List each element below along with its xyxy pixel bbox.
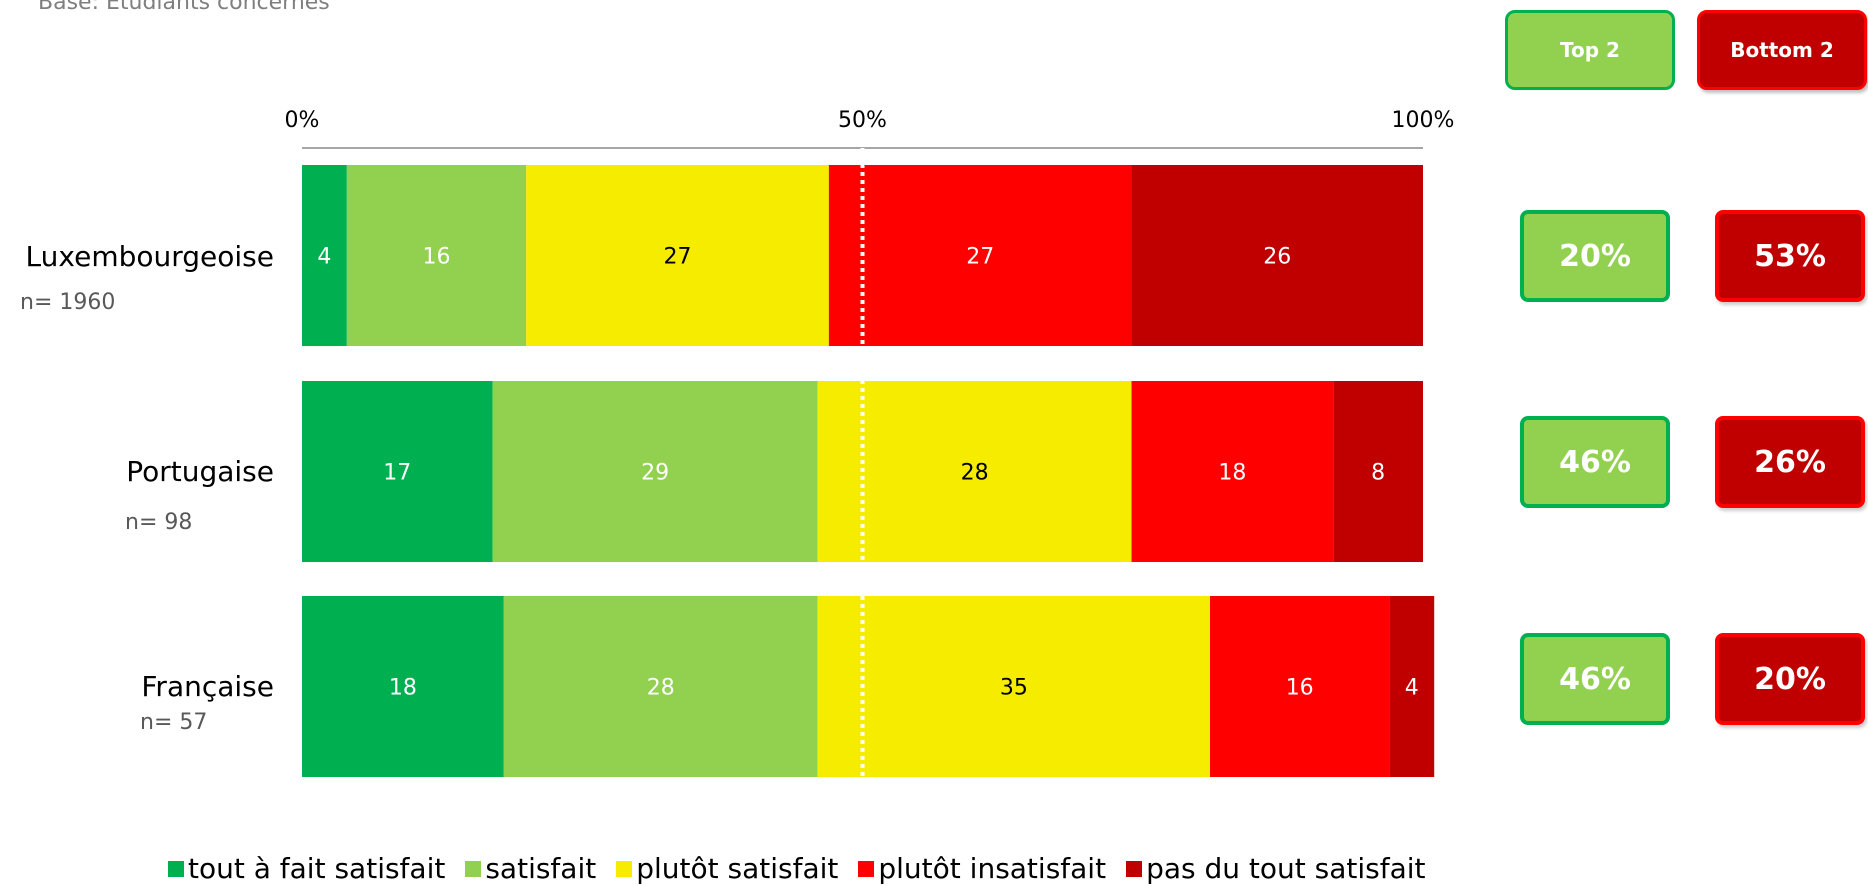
- legend: tout à fait satisfait satisfait plutôt s…: [168, 852, 1446, 885]
- x-tick-label: 50%: [838, 108, 887, 133]
- bottom2-value-francaise: 20%: [1715, 633, 1865, 725]
- bar-segment: [817, 596, 1211, 777]
- bar-segment: [817, 381, 1132, 562]
- top2-value-luxembourgeoise: 20%: [1520, 210, 1670, 302]
- legend-swatch: [616, 860, 633, 877]
- top2-header: Top 2: [1505, 10, 1675, 90]
- data-label: 17: [383, 461, 411, 486]
- data-label: 35: [1000, 676, 1028, 701]
- data-label: 27: [966, 245, 994, 270]
- axis-group: 0% 50% 100%: [285, 108, 1455, 149]
- n-label-luxembourgeoise: n= 1960: [20, 290, 116, 315]
- bar-segment: [346, 165, 527, 346]
- data-label: 28: [647, 676, 675, 701]
- top2-value-francaise: 46%: [1520, 633, 1670, 725]
- bar-segment: [1210, 596, 1390, 777]
- data-label: 16: [423, 245, 451, 270]
- x-tick-label: 100%: [1392, 108, 1455, 133]
- category-label-francaise: Française: [141, 670, 274, 703]
- n-label-portugaise: n= 98: [125, 510, 193, 535]
- category-label-luxembourgeoise: Luxembourgeoise: [25, 240, 274, 273]
- legend-item-pas-du-tout-satisfait: pas du tout satisfait: [1126, 852, 1426, 885]
- legend-item-plutot-insatisfait: plutôt insatisfait: [858, 852, 1106, 885]
- base-note: Base: Etudiants concernés: [38, 0, 330, 15]
- bottom2-value-luxembourgeoise: 53%: [1715, 210, 1865, 302]
- data-label: 4: [317, 245, 331, 270]
- bar-segment: [526, 165, 829, 346]
- legend-item-plutot-satisfait: plutôt satisfait: [616, 852, 838, 885]
- data-label: 8: [1371, 461, 1385, 486]
- legend-swatch: [465, 860, 482, 877]
- bar-segment: [503, 596, 818, 777]
- data-label: 26: [1263, 245, 1291, 270]
- legend-swatch: [1126, 860, 1143, 877]
- bottom2-header: Bottom 2: [1697, 10, 1867, 90]
- legend-label: plutôt insatisfait: [878, 852, 1107, 885]
- category-label-portugaise: Portugaise: [126, 455, 274, 488]
- legend-label: pas du tout satisfait: [1146, 852, 1426, 885]
- legend-label: plutôt satisfait: [636, 852, 839, 885]
- legend-item-tout-a-fait-satisfait: tout à fait satisfait: [168, 852, 445, 885]
- n-label-francaise: n= 57: [140, 710, 208, 735]
- bar-segment: [1131, 165, 1423, 346]
- data-label: 18: [1218, 461, 1246, 486]
- bottom2-value-portugaise: 26%: [1715, 416, 1865, 508]
- bar-segment: [302, 596, 504, 777]
- bar-segment: [302, 381, 493, 562]
- data-label: 27: [664, 245, 692, 270]
- bar-segment: [1131, 381, 1334, 562]
- bar-segment: [828, 165, 1132, 346]
- legend-swatch: [858, 860, 875, 877]
- data-label: 29: [641, 461, 669, 486]
- x-tick-label: 0%: [285, 108, 320, 133]
- data-label: 28: [961, 461, 989, 486]
- top2-value-portugaise: 46%: [1520, 416, 1670, 508]
- bar-segment: [1333, 381, 1423, 562]
- legend-label: satisfait: [485, 852, 597, 885]
- bar-segment: [302, 165, 347, 346]
- data-label: 16: [1286, 676, 1314, 701]
- legend-item-satisfait: satisfait: [465, 852, 596, 885]
- legend-swatch: [168, 860, 184, 877]
- bar-segment: [492, 381, 818, 562]
- legend-label: tout à fait satisfait: [188, 852, 446, 885]
- data-label: 18: [389, 676, 417, 701]
- data-label: 4: [1405, 676, 1419, 701]
- bars-group: 4 16 27 27 26 17 29 28 18 8 18 28 35 16 4: [302, 165, 1435, 777]
- bar-segment: [1389, 596, 1435, 777]
